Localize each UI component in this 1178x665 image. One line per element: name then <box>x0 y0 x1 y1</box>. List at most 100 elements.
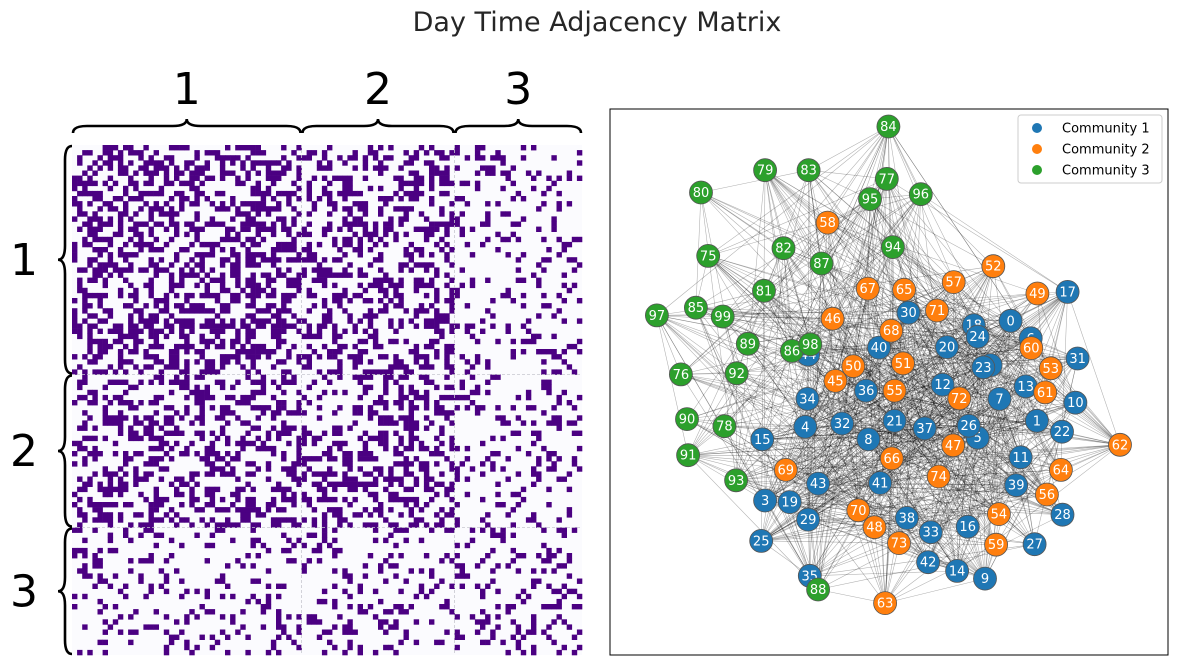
matrix-cell <box>362 486 369 493</box>
matrix-cell <box>158 374 165 380</box>
matrix-cell <box>189 180 195 187</box>
matrix-cell <box>153 303 159 309</box>
node-label: 42 <box>920 556 937 571</box>
matrix-cell <box>260 308 267 314</box>
node-label: 5 <box>974 431 982 446</box>
matrix-cell <box>429 175 435 181</box>
matrix-cell <box>281 216 287 222</box>
matrix-cell <box>485 553 491 559</box>
matrix-cell <box>265 568 272 574</box>
matrix-cell <box>270 252 277 258</box>
network-node: 7 <box>987 386 1012 411</box>
matrix-cell <box>194 389 200 396</box>
matrix-cell <box>347 185 353 192</box>
matrix-cell <box>347 206 353 212</box>
matrix-cell <box>474 170 481 176</box>
network-edge <box>807 178 888 399</box>
matrix-cell <box>525 328 532 334</box>
network-edge <box>990 364 1038 421</box>
matrix-cell <box>148 277 154 283</box>
matrix-cell <box>250 527 256 533</box>
network-edge <box>700 192 1000 400</box>
matrix-cell <box>270 313 277 319</box>
matrix-cell <box>250 165 256 171</box>
matrix-cell <box>260 160 267 166</box>
matrix-cell <box>490 527 496 533</box>
matrix-cell <box>179 542 185 549</box>
matrix-cell <box>225 420 231 426</box>
matrix-cell <box>423 343 430 350</box>
matrix-cell <box>291 206 297 212</box>
matrix-cell <box>102 267 108 273</box>
matrix-cell <box>378 343 384 350</box>
matrix-cell <box>388 323 394 329</box>
matrix-cell <box>423 282 430 289</box>
matrix-cell <box>240 394 246 401</box>
matrix-cell <box>485 364 491 370</box>
matrix-cell <box>281 466 287 472</box>
network-edge <box>808 170 836 381</box>
network-edge <box>656 315 819 590</box>
matrix-cell <box>474 180 481 187</box>
matrix-cell <box>347 624 353 630</box>
matrix-cell <box>576 338 583 345</box>
matrix-cell <box>536 262 542 268</box>
matrix-cell <box>403 231 409 238</box>
matrix-cell <box>107 308 114 314</box>
network-edge <box>805 426 881 484</box>
matrix-cell <box>168 216 175 222</box>
matrix-cell <box>230 247 236 253</box>
matrix-cell <box>72 308 78 314</box>
matrix-cell <box>219 328 226 334</box>
matrix-cell <box>286 547 292 554</box>
matrix-cell <box>403 537 409 544</box>
network-node: 24 <box>965 324 990 349</box>
legend-label: Community 3 <box>1062 164 1150 179</box>
matrix-cell <box>265 583 272 589</box>
network-edge <box>762 439 986 579</box>
matrix-cell <box>260 542 267 549</box>
matrix-cell <box>500 537 506 544</box>
matrix-cell <box>378 619 384 625</box>
matrix-cell <box>265 170 272 176</box>
matrix-cell <box>429 588 435 595</box>
matrix-cell <box>485 359 491 365</box>
matrix-cell <box>449 211 455 217</box>
matrix-cell <box>209 491 216 498</box>
matrix-cell <box>439 236 445 243</box>
node-label: 7 <box>995 392 1003 407</box>
matrix-cell <box>291 461 297 467</box>
matrix-cell <box>571 405 578 411</box>
matrix-cell <box>306 287 312 294</box>
matrix-cell <box>123 471 129 477</box>
matrix-cell <box>184 349 190 355</box>
matrix-cell <box>342 272 348 278</box>
network-node: 84 <box>876 114 901 139</box>
matrix-cell <box>163 466 170 472</box>
matrix-cell <box>72 216 78 222</box>
matrix-cell <box>225 583 231 589</box>
matrix-cell <box>434 349 440 355</box>
network-edge <box>956 398 1000 571</box>
matrix-cell <box>357 206 363 212</box>
matrix-cell <box>439 313 445 319</box>
matrix-cell <box>576 445 583 452</box>
matrix-cell <box>250 394 256 401</box>
matrix-cell <box>250 507 256 513</box>
matrix-cell <box>179 629 185 635</box>
matrix-cell <box>388 369 394 375</box>
network-node: 51 <box>891 351 915 376</box>
node-label: 47 <box>945 439 962 454</box>
matrix-cell <box>515 190 522 197</box>
matrix-cell <box>163 155 170 161</box>
matrix-cell <box>546 634 552 640</box>
matrix-cell <box>311 481 318 487</box>
matrix-cell <box>347 456 353 462</box>
matrix-cell <box>204 282 210 289</box>
matrix-cell <box>276 507 282 513</box>
matrix-cell <box>423 471 430 477</box>
node-marker <box>1108 432 1132 457</box>
matrix-cell <box>321 588 328 595</box>
matrix-cell <box>536 435 542 442</box>
matrix-cell <box>495 532 501 538</box>
